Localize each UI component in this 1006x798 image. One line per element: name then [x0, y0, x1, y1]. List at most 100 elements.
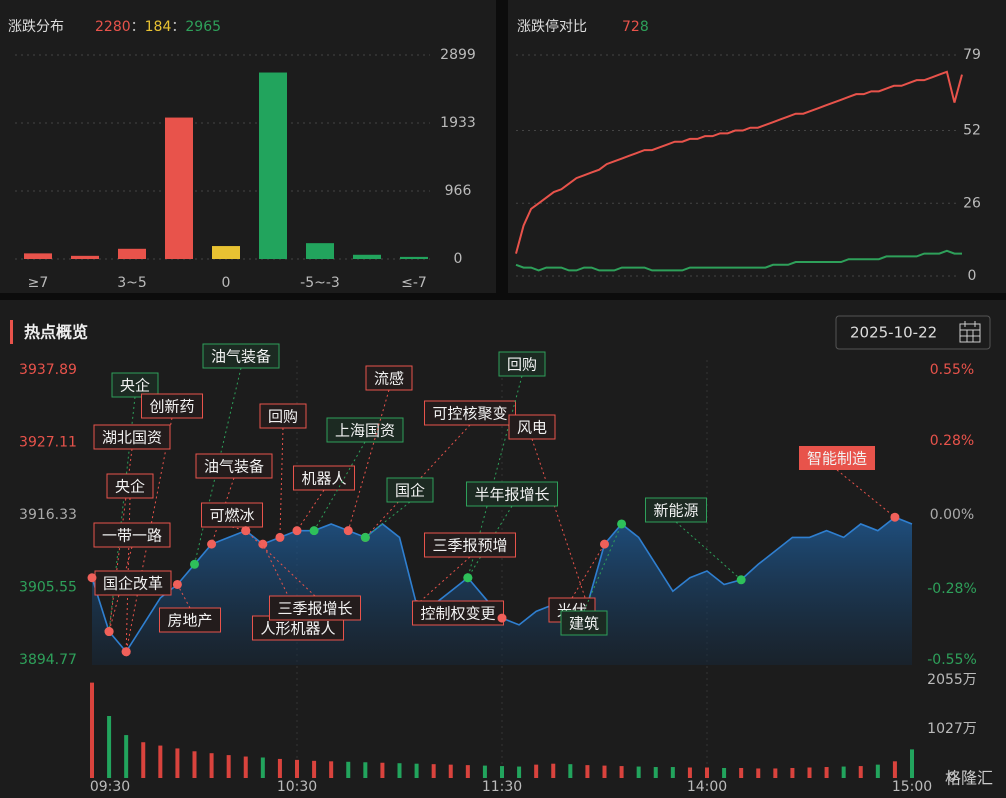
event-dot — [309, 526, 319, 536]
volume-bar — [722, 767, 727, 778]
event-dot — [121, 647, 131, 657]
volume-bar — [90, 682, 94, 778]
event-tag — [106, 473, 154, 499]
event-label: 房地产 — [167, 612, 212, 630]
y-tick-label: 0 — [968, 268, 977, 284]
summary-value: 72 — [622, 19, 640, 35]
event-dot — [275, 532, 285, 542]
event-tag — [326, 417, 404, 443]
bar — [306, 243, 334, 259]
line — [515, 70, 963, 254]
y-tick-label: 0 — [454, 251, 463, 267]
y-tick-label: 2055万 — [927, 672, 977, 688]
volume-bar — [209, 753, 214, 778]
volume-bar — [295, 759, 299, 778]
event-label: 一带一路 — [102, 527, 162, 545]
volume-bar — [107, 716, 112, 778]
event-label: 三季报增长 — [277, 600, 352, 618]
event-label: 国企 — [395, 482, 425, 500]
summary: 2280：184：2965 — [95, 19, 221, 35]
volume-bar — [619, 766, 624, 778]
event-dot — [497, 613, 507, 623]
event-tag — [386, 477, 434, 503]
event-tag — [269, 595, 361, 621]
event-tag — [159, 607, 221, 633]
volume-bar — [824, 767, 829, 778]
event-label: 可燃冰 — [209, 507, 254, 525]
event-label: 新能源 — [653, 502, 698, 520]
title-accent — [10, 320, 13, 344]
volume-bar — [175, 748, 180, 778]
y2-tick-label: -0.55% — [927, 652, 977, 668]
y-tick-label: 1933 — [440, 115, 476, 131]
event-tag — [424, 400, 516, 426]
y2-tick-label: 0.00% — [930, 507, 974, 523]
panel-title: 涨跌停对比 — [517, 18, 587, 35]
event-label: 湖北国资 — [102, 429, 162, 447]
volume-bar — [687, 767, 692, 778]
separator: ： — [171, 19, 185, 35]
event-dot — [241, 526, 251, 536]
event-connector — [279, 427, 284, 538]
event-connector — [531, 438, 588, 605]
x-tick-label: 15:00 — [892, 779, 932, 795]
event-connector — [313, 441, 366, 531]
y-tick-label: 3916.33 — [19, 507, 77, 523]
event-dot — [292, 526, 302, 536]
volume-bar — [158, 745, 163, 778]
x-tick-label: 09:30 — [90, 779, 130, 795]
event-connector — [467, 505, 513, 579]
volume-bar — [124, 735, 129, 778]
event-dot — [360, 532, 370, 542]
x-tick-label: 11:30 — [482, 779, 522, 795]
calendar-icon[interactable] — [959, 321, 981, 343]
summary-value: 8 — [640, 19, 649, 35]
event-label: 央企 — [120, 377, 150, 395]
volume-bar — [705, 767, 709, 778]
event-label: 人形机器人 — [260, 620, 335, 638]
event-dot — [172, 579, 182, 589]
volume-bar — [551, 763, 556, 778]
y-tick-label: 26 — [963, 195, 981, 211]
event-tag — [412, 600, 504, 626]
date-picker[interactable] — [835, 315, 991, 350]
bar — [353, 254, 381, 259]
panel-title: 涨跌分布 — [8, 19, 64, 35]
bar — [118, 248, 146, 259]
event-tag — [94, 570, 172, 596]
volume-bar — [260, 757, 265, 778]
event-tag — [111, 372, 159, 398]
event-connector — [583, 523, 623, 612]
volume-bar — [414, 763, 419, 778]
volume-bar — [380, 762, 385, 778]
y2-tick-label: 0.28% — [930, 433, 974, 449]
event-label: 回购 — [268, 408, 298, 426]
volume-bar — [670, 767, 675, 778]
event-tag — [93, 424, 171, 450]
volume-bar — [602, 765, 607, 778]
y2-tick-label: 0.55% — [930, 362, 974, 378]
volume-bar — [841, 766, 846, 778]
event-connector — [262, 543, 299, 617]
x-tick-label: 10:30 — [277, 779, 317, 795]
bar — [259, 72, 287, 259]
volume-bar — [568, 764, 573, 778]
volume-bar — [756, 768, 761, 778]
volume-bar — [141, 742, 146, 778]
y-tick-label: 79 — [963, 47, 981, 63]
event-connector — [211, 477, 235, 545]
event-label: 央企 — [115, 478, 145, 496]
x-tick-label: 3~5 — [117, 275, 147, 291]
volume-bar — [500, 766, 504, 778]
event-label: 上海国资 — [335, 422, 395, 440]
event-label: 创新药 — [149, 398, 194, 416]
watermark: 格隆汇 — [945, 769, 993, 788]
event-tag — [259, 403, 307, 429]
line — [515, 249, 962, 272]
volume-bar — [448, 764, 453, 778]
event-label: 油气装备 — [211, 348, 271, 366]
date[interactable]: 2025-10-22 — [850, 324, 937, 342]
event-connector — [416, 556, 471, 606]
event-dot — [890, 512, 900, 522]
bar — [165, 117, 193, 259]
